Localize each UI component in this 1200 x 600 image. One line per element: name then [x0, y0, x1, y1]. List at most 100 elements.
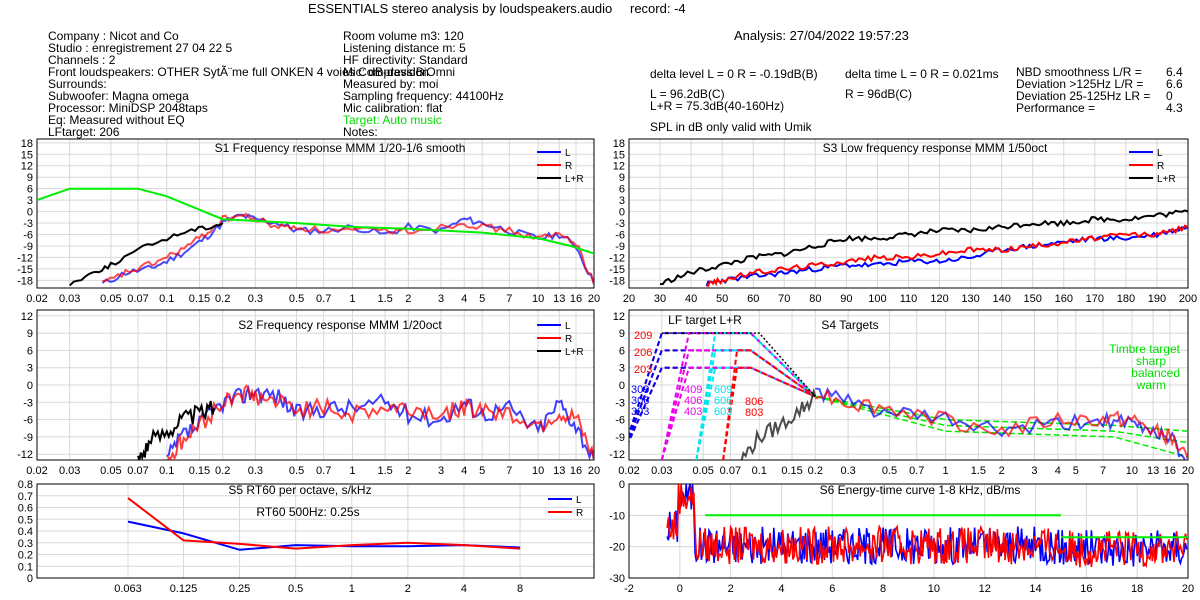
timbre-target-line	[815, 395, 1188, 444]
y-tick-label: -12	[17, 449, 33, 461]
x-tick-label: 50	[716, 293, 728, 305]
chart-title: S6 Energy-time curve 1-8 kHz, dB/ms	[820, 483, 1021, 497]
lf-label-magenta: 406	[684, 395, 702, 407]
x-tick-label: 60	[747, 293, 759, 305]
performance-label: Performance =	[1016, 101, 1096, 115]
nbd-value: 6.4	[1166, 65, 1183, 79]
legend-label: R	[565, 161, 572, 172]
y-tick-label: 15	[21, 149, 33, 161]
y-tick-label: 12	[613, 311, 625, 323]
y-tick-label: -3	[23, 397, 33, 409]
x-tick-label: 150	[1024, 293, 1042, 305]
record-label: record: -4	[630, 1, 686, 16]
info-surrounds: Surrounds:	[48, 77, 107, 91]
spl-right: R = 96dB(C)	[845, 87, 913, 101]
x-tick-label: 0.1	[752, 465, 767, 477]
x-tick-label: 0.03	[59, 293, 80, 305]
x-tick-label: 4	[778, 583, 784, 595]
nbd-label: NBD smoothness L/R =	[1016, 65, 1142, 79]
x-tick-label: 1.5	[971, 465, 986, 477]
x-tick-label: 8	[880, 583, 886, 595]
delta-level: delta level L = 0 R = -0.19dB(B)	[650, 67, 818, 81]
y-tick-label: 0	[27, 207, 33, 219]
x-tick-label: 0.2	[215, 293, 230, 305]
x-tick-label: 13	[1147, 465, 1159, 477]
lf-label-red: 203	[634, 364, 652, 376]
x-tick-label: 3	[438, 293, 444, 305]
y-tick-label: 12	[613, 161, 625, 173]
y-tick-label: -10	[609, 510, 625, 522]
lf-target-line	[695, 332, 817, 460]
performance-value: 4.3	[1166, 101, 1183, 115]
plot-border	[628, 483, 1189, 579]
lf-label-magenta: 409	[684, 384, 702, 396]
legend-label: L	[565, 321, 571, 332]
x-tick-label: 2	[405, 583, 411, 595]
x-tick-label: 4	[1055, 465, 1061, 477]
etc-line-r	[666, 484, 1188, 569]
y-tick-label: 0.1	[18, 561, 33, 573]
info-distance: Listening distance m: 5	[343, 41, 466, 55]
legend-label: L	[576, 495, 582, 506]
timbre-sharp: sharp	[1136, 354, 1166, 368]
x-tick-label: 18	[1131, 583, 1143, 595]
delta-time: delta time L = 0 R = 0.021ms	[845, 67, 999, 81]
x-tick-label: 4	[461, 293, 467, 305]
y-tick-label: -3	[615, 397, 625, 409]
x-tick-label: 10	[532, 293, 544, 305]
y-tick-label: -12	[609, 449, 625, 461]
info-target: Target: Auto music	[343, 113, 442, 127]
y-tick-label: -18	[609, 275, 625, 287]
x-tick-label: 0.07	[720, 465, 741, 477]
chart-title: S4 Targets	[821, 318, 878, 332]
y-tick-label: 6	[27, 184, 33, 196]
x-tick-label: 2	[999, 465, 1005, 477]
x-tick-label: 160	[1055, 293, 1073, 305]
lf-label-red-right: 803	[745, 407, 763, 419]
x-tick-label: 0.5	[882, 465, 897, 477]
y-tick-label: 9	[619, 172, 625, 184]
x-tick-label: 2	[405, 465, 411, 477]
timbre-balanced: balanced	[1131, 366, 1180, 380]
lf-label-red: 206	[634, 347, 652, 359]
lf-label-magenta: 403	[684, 406, 702, 418]
lf-label-red: 209	[634, 330, 652, 342]
timbre-label: Timbre target	[1109, 342, 1181, 356]
series-line-lr	[137, 400, 216, 460]
info-directivity: HF directivity: Standard	[343, 53, 468, 67]
y-tick-label: -12	[17, 252, 33, 264]
y-tick-label: -3	[615, 218, 625, 230]
x-tick-label: 8	[517, 583, 523, 595]
x-tick-label: 16	[570, 465, 582, 477]
lf-target-envelope	[661, 332, 816, 397]
lf-target-line	[722, 366, 816, 460]
x-tick-label: 0.02	[26, 465, 47, 477]
y-tick-label: 9	[27, 328, 33, 340]
x-tick-label: 1	[349, 293, 355, 305]
y-tick-label: -9	[615, 432, 625, 444]
series-line-l	[101, 213, 594, 285]
series-line-lr	[660, 209, 1188, 286]
info-measured-by: Measured by: moi	[343, 77, 439, 91]
x-tick-label: 20	[623, 293, 635, 305]
x-tick-label: 10	[1126, 465, 1138, 477]
x-tick-label: 5	[1073, 465, 1079, 477]
y-tick-label: 3	[27, 363, 33, 375]
info-company: Company : Nicot and Co	[48, 29, 179, 43]
x-tick-label: 170	[1086, 293, 1104, 305]
chart-s2: 0.02 0.03 0.05 0.07 0.1 0.15 0.2 0.3 0.5 0.7 1 1.5 2…	[17, 309, 600, 477]
chart-title: S1 Frequency response MMM 1/20-1/6 smoot…	[215, 141, 466, 155]
x-tick-label: 4	[461, 583, 467, 595]
x-tick-label: 2	[728, 583, 734, 595]
legend-label: L+R	[1157, 174, 1176, 185]
y-tick-label: -6	[23, 415, 33, 427]
x-tick-label: 3	[438, 465, 444, 477]
series-line-r	[127, 497, 521, 550]
y-tick-label: -15	[17, 264, 33, 276]
x-tick-label: 140	[992, 293, 1010, 305]
x-tick-label: 0.1	[159, 465, 174, 477]
y-tick-label: 0	[619, 380, 625, 392]
x-tick-label: 200	[1179, 293, 1197, 305]
lf-target-line	[660, 349, 816, 460]
analysis-date: Analysis: 27/04/2022 19:57:23	[734, 28, 909, 43]
